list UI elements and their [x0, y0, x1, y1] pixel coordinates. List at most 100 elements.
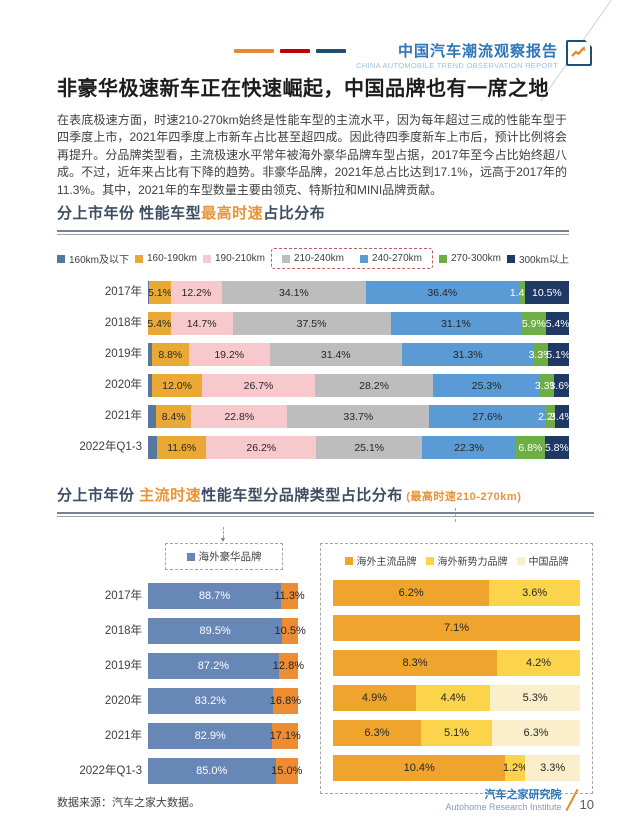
brand-title: 中国汽车潮流观察报告: [397, 42, 558, 60]
bar-segment: 26.7%: [202, 374, 315, 397]
value-label: 10.5%: [532, 286, 562, 299]
legend-connector-right: [455, 508, 456, 522]
value-label: 5.1%: [546, 348, 571, 361]
bar-segment: [148, 405, 156, 428]
value-label: 83.2%: [194, 695, 226, 707]
bar-segment: 83.2%: [148, 688, 273, 714]
legend-label: 210-240km: [293, 253, 344, 264]
legend-label: 海外主流品牌: [356, 557, 417, 568]
category-label: 2022年Q1-3: [79, 441, 142, 453]
bar-segment: 6.8%: [515, 436, 545, 459]
legend-item: 270-300km: [438, 253, 501, 264]
footer-brand: 汽车之家研究院 Autohome Research Institute 10: [445, 788, 594, 812]
value-label: 3.3%: [540, 762, 566, 774]
legend-item: 海外豪华品牌: [186, 549, 262, 564]
value-label: 3.4%: [549, 410, 574, 423]
legend-item: 160km及以下: [57, 251, 129, 266]
value-label: 28.2%: [359, 379, 389, 392]
dash-red: [280, 48, 311, 53]
bar-segment: 4.2%: [497, 650, 580, 676]
bar-segment: 36.4%: [365, 281, 519, 304]
section-divider: [57, 512, 594, 517]
legend-swatch: [281, 254, 290, 263]
page-title: 非豪华极速新车正在快速崛起，中国品牌也有一席之地: [57, 78, 549, 100]
value-label: 8.4%: [161, 410, 186, 423]
bar-segment: 17.1%: [269, 723, 301, 749]
value-label: 17.1%: [269, 730, 301, 742]
value-label: 88.7%: [198, 590, 231, 602]
bar-segment: 8.4%: [156, 405, 192, 428]
category-label: 2020年: [104, 379, 142, 391]
bar-segment: [148, 374, 152, 397]
bar-segment: 28.2%: [314, 374, 434, 397]
legend-swatch: [359, 254, 368, 263]
bar-segment: 5.4%: [546, 312, 570, 335]
value-label: 6.8%: [518, 441, 543, 454]
section-brand-type: 分上市年份 主流时速性能车型分品牌类型占比分布 (最高时速210-270km) …: [57, 484, 594, 794]
bar-segment: 12.0%: [151, 374, 203, 397]
bar-segment: 19.2%: [188, 343, 270, 366]
title-part: (最高时速210-270km): [402, 491, 522, 503]
brand-block: 中国汽车潮流观察报告 CHINA AUTOMOBILE TREND OBSERV…: [356, 43, 558, 70]
stacked-bar: 6.2% 3.6%: [333, 580, 580, 606]
bar-segment: 8.8%: [151, 343, 189, 366]
bar-segment: 12.8%: [273, 653, 304, 679]
bar-segment: 3.3%: [535, 374, 559, 397]
value-label: 4.4%: [440, 692, 466, 704]
bar-segment: 3.3%: [529, 343, 553, 366]
value-label: 5.4%: [147, 317, 172, 330]
value-label: 22.3%: [454, 441, 484, 454]
bar-segment: 11.3%: [274, 583, 305, 609]
bar-segment: 3.4%: [550, 405, 574, 428]
value-label: 12.2%: [181, 286, 212, 299]
bar-segment: 82.9%: [148, 723, 273, 749]
legend-item: 海外新势力品牌: [425, 553, 508, 568]
bar-segment: 8.3%: [333, 650, 498, 676]
legend-swatch: [425, 556, 434, 565]
stacked-bar: 8.8% 19.2% 31.4% 31.3% 3.3% 5.1%: [148, 343, 571, 366]
chart-row: 2018年 5.4% 14.7% 37.5% 31.1% 5.9% 5.4%: [57, 312, 570, 335]
value-label: 10.5%: [274, 625, 306, 637]
stacked-bar: 12.0% 26.7% 28.2% 25.3% 3.3% 3.6%: [148, 374, 573, 397]
bar-segment: 7.1%: [333, 615, 580, 641]
title-part: 分上市年份: [57, 487, 140, 504]
chart-row: 2018年 89.5% 10.5%: [57, 618, 306, 644]
legend-item: 210-240km: [281, 253, 344, 264]
bar-segment: 1.2%: [503, 755, 528, 781]
page-number: 10: [579, 796, 594, 812]
legend-item: 160-190km: [134, 253, 197, 264]
chart-row: 6.3% 5.1% 6.3%: [333, 720, 581, 746]
value-label: 3.3%: [534, 379, 559, 392]
legend-swatch: [344, 556, 353, 565]
bar-segment: 5.3%: [490, 685, 580, 711]
non-luxury-chart-rows: 6.2% 3.6% 7.1% 8.3% 4.2% 4.9% 4.4% 5.3% 6.3% 5.1%…: [333, 580, 581, 781]
chart-row: 2021年 8.4% 22.8% 33.7% 27.6% 2.2% 3.4%: [57, 405, 574, 428]
bar-segment: 31.3%: [401, 343, 534, 366]
stacked-bar: 8.4% 22.8% 33.7% 27.6% 2.2% 3.4%: [148, 405, 574, 428]
value-label: 36.4%: [427, 286, 458, 299]
arrow-down-icon: ▼: [219, 537, 227, 544]
bar-segment: 5.1%: [546, 343, 571, 366]
chart-row: 8.3% 4.2%: [333, 650, 580, 676]
legend-swatch: [57, 254, 65, 263]
section-divider: [57, 230, 569, 235]
title-part: 占比分布: [263, 205, 326, 222]
stacked-bar: 11.6% 26.2% 25.1% 22.3% 6.8% 5.8%: [148, 436, 570, 459]
category-label: 2022年Q1-3: [79, 765, 142, 777]
bar-segment: 5.1%: [420, 720, 493, 746]
stacked-bar: 89.5% 10.5%: [148, 618, 306, 644]
value-label: 85.0%: [196, 765, 228, 777]
value-label: 11.6%: [167, 441, 197, 454]
stacked-bar: 6.3% 5.1% 6.3%: [333, 720, 581, 746]
title-part: 最高时速: [201, 205, 264, 222]
stacked-bar: 5.1% 12.2% 34.1% 36.4% 1.4% 10.5%: [148, 281, 569, 304]
bar-segment: 5.8%: [544, 436, 570, 459]
bar-segment: [148, 343, 152, 366]
legend-swatch: [438, 254, 447, 263]
bar-segment: [148, 281, 150, 304]
category-label: 2017年: [104, 590, 142, 602]
bar-segment: 5.9%: [521, 312, 547, 335]
value-label: 5.1%: [443, 727, 470, 739]
bar-segment: 37.5%: [232, 312, 391, 335]
